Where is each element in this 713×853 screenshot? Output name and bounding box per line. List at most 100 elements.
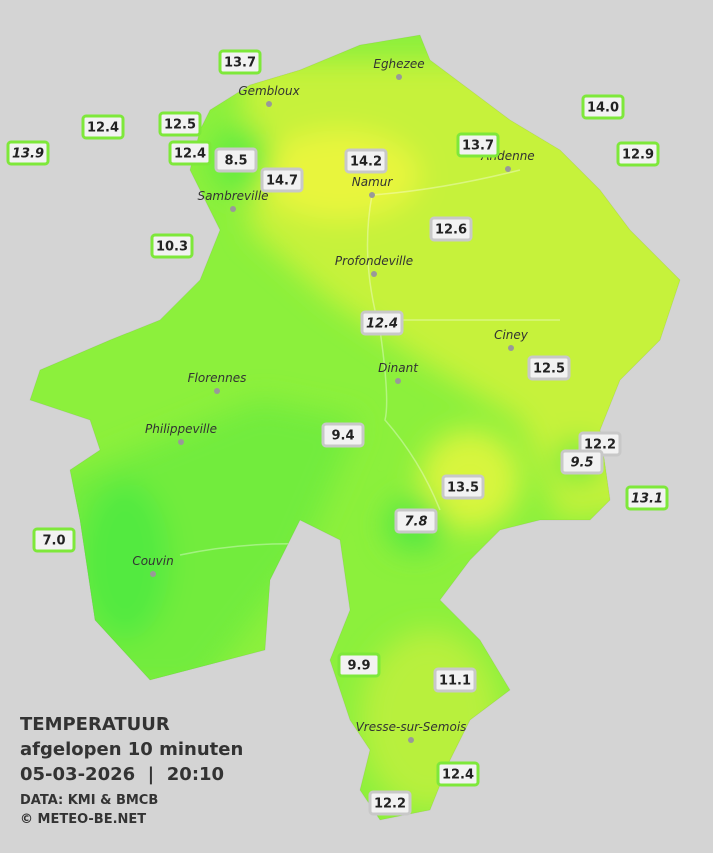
town-label: Gembloux: [238, 84, 300, 98]
reading-value: 13.7: [462, 139, 494, 154]
reading: 13.7: [218, 49, 262, 75]
reading-value: 12.2: [374, 797, 406, 812]
reading-box: [337, 652, 381, 678]
reading: 13.5: [441, 474, 485, 500]
reading-box: [527, 355, 571, 381]
reading: 12.4: [168, 140, 212, 166]
reading: 14.2: [344, 148, 388, 174]
reading-box: [441, 474, 485, 500]
reading-box: [321, 422, 365, 448]
town-dot: [508, 345, 514, 351]
reading: 14.7: [260, 167, 304, 193]
reading: 13.7: [456, 132, 500, 158]
reading: 13.9: [6, 140, 50, 166]
reading-box: [436, 761, 480, 787]
reading: 14.0: [581, 94, 625, 120]
town-dot: [150, 571, 156, 577]
reading: 7.8: [394, 508, 438, 534]
reading: 10.3: [150, 233, 194, 259]
reading-box: [214, 147, 258, 173]
reading-value: 12.4: [87, 121, 119, 136]
town-dot: [266, 101, 272, 107]
reading: 12.2: [368, 790, 412, 816]
reading-value: 9.4: [331, 429, 354, 444]
reading: 12.5: [527, 355, 571, 381]
reading: 12.4: [81, 114, 125, 140]
reading-value: 10.3: [156, 240, 188, 255]
reading-box: [158, 111, 202, 137]
legend-subtitle: afgelopen 10 minuten: [20, 739, 243, 760]
reading-value: 14.0: [587, 101, 619, 116]
reading-value: 13.1: [631, 492, 663, 507]
reading: 12.9: [616, 141, 660, 167]
reading-value: 12.9: [622, 148, 654, 163]
town-label: Sambreville: [197, 189, 268, 203]
reading-value: 7.8: [404, 515, 427, 530]
legend-copyright: © METEO-BE.NET: [20, 812, 146, 827]
town-dot: [214, 388, 220, 394]
reading-box: [81, 114, 125, 140]
reading: 12.5: [158, 111, 202, 137]
town-dot: [408, 737, 414, 743]
reading-box: [360, 310, 404, 336]
reading-box: [260, 167, 304, 193]
reading-value: 13.9: [12, 147, 44, 162]
reading-value: 11.1: [439, 674, 471, 689]
reading: 8.5: [214, 147, 258, 173]
reading: 9.4: [321, 422, 365, 448]
reading-box: [433, 667, 477, 693]
town-dot: [230, 206, 236, 212]
reading-value: 14.2: [350, 155, 382, 170]
reading: 9.9: [337, 652, 381, 678]
towns: EghezeeGemblouxAndenneNamurSambrevillePr…: [132, 57, 535, 743]
town-label: Vresse-sur-Semois: [356, 720, 467, 734]
town-dot: [371, 271, 377, 277]
reading-value: 12.5: [164, 118, 196, 133]
town-dot: [369, 192, 375, 198]
reading-box: [560, 449, 604, 475]
reading-value: 12.4: [442, 768, 474, 783]
readings: 13.7 12.4 12.5 13.9 12.4 8.5 14.7 14.2 13.7 14.0 1…: [6, 49, 669, 816]
reading: 9.5: [560, 449, 604, 475]
reading-value: 12.6: [435, 223, 467, 238]
reading-value: 12.4: [174, 147, 206, 162]
town-dot: [395, 378, 401, 384]
reading-value: 9.9: [347, 659, 370, 674]
town-dot: [396, 74, 402, 80]
reading-box: [218, 49, 262, 75]
reading-box: [616, 141, 660, 167]
reading-box: [625, 485, 669, 511]
reading-box: [581, 94, 625, 120]
reading: 11.1: [433, 667, 477, 693]
reading-value: 14.7: [266, 174, 298, 189]
reading-value: 8.5: [224, 154, 247, 169]
town-label: Philippeville: [145, 422, 217, 436]
reading-box: [32, 527, 76, 553]
reading-value: 12.2: [584, 438, 616, 453]
reading-value: 9.5: [570, 456, 593, 471]
legend-timestamp: 05-03-2026 | 20:10: [20, 764, 224, 785]
town-label: Profondeville: [335, 254, 413, 268]
reading-box: [456, 132, 500, 158]
legend-title: TEMPERATUUR: [20, 714, 170, 735]
reading-box: [344, 148, 388, 174]
town-label: Eghezee: [373, 57, 424, 71]
town-label: Florennes: [188, 371, 247, 385]
reading-value: 12.4: [366, 317, 398, 332]
reading-box: [150, 233, 194, 259]
reading-box: [394, 508, 438, 534]
reading-value: 13.5: [447, 481, 479, 496]
town-label: Namur: [352, 175, 394, 189]
town-label: Couvin: [132, 554, 173, 568]
town-label: Ciney: [494, 328, 529, 342]
reading-box: [6, 140, 50, 166]
reading: 12.4: [436, 761, 480, 787]
reading-value: 13.7: [224, 56, 256, 71]
reading: 7.0: [32, 527, 76, 553]
legend: TEMPERATUUR afgelopen 10 minuten 05-03-2…: [20, 714, 243, 827]
town-dot: [178, 439, 184, 445]
reading-value: 12.5: [533, 362, 565, 377]
reading-box: [429, 216, 473, 242]
town-label: Dinant: [378, 361, 419, 375]
